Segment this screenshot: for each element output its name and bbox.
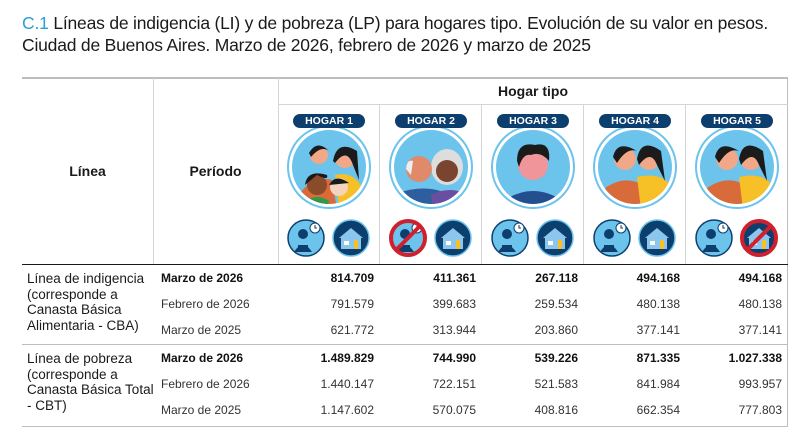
periodo-cell: Marzo de 2025 — [161, 403, 242, 417]
value-cell: 1.147.602 — [320, 403, 374, 417]
data-table: Línea Período Hogar tipo HOGAR 1 HOGAR 2… — [22, 77, 788, 427]
value-cell: 662.354 — [636, 403, 680, 417]
value-cell: 722.151 — [432, 377, 476, 391]
home-owner-icon — [331, 218, 371, 258]
hogar-column-5: HOGAR 5 — [686, 105, 788, 264]
value-cell: 621.772 — [330, 323, 374, 337]
home-owner-icon — [535, 218, 575, 258]
hogar-label: HOGAR 4 — [599, 114, 671, 128]
periodo-cell: Marzo de 2026 — [161, 271, 244, 285]
divider — [22, 78, 788, 79]
value-cell: 494.168 — [636, 271, 680, 285]
value-cell: 399.683 — [432, 297, 476, 311]
value-cell: 814.709 — [330, 271, 374, 285]
table-row: Marzo de 2026 814.709 411.361 267.118 494.16… — [153, 265, 788, 291]
household-couple-icon — [593, 125, 677, 209]
value-cell: 871.335 — [636, 351, 680, 365]
household-elderly-couple-icon — [389, 125, 473, 209]
divider — [22, 264, 788, 265]
value-cell: 539.226 — [534, 351, 578, 365]
header-periodo: Período — [153, 78, 279, 264]
hogar-column-1: HOGAR 1 — [278, 105, 380, 264]
hogar-label: HOGAR 2 — [395, 114, 467, 128]
value-cell: 494.168 — [738, 271, 782, 285]
value-cell: 408.816 — [534, 403, 578, 417]
value-cell: 993.957 — [738, 377, 782, 391]
periodo-cell: Marzo de 2026 — [161, 351, 244, 365]
value-cell: 259.534 — [534, 297, 578, 311]
table-row: Marzo de 2026 1.489.829 744.990 539.226 871.… — [153, 345, 788, 371]
value-cell: 203.860 — [534, 323, 578, 337]
table-row: Marzo de 2025 1.147.602 570.075 408.816 662.… — [153, 397, 788, 423]
value-cell: 377.141 — [738, 323, 782, 337]
value-cell: 1.027.338 — [728, 351, 782, 365]
title-text: Líneas de indigencia (LI) y de pobreza (… — [53, 13, 769, 33]
value-cell: 267.118 — [535, 271, 578, 285]
periodo-cell: Febrero de 2026 — [161, 377, 250, 391]
group-label: Línea de indigencia (corresponde a Canas… — [27, 271, 145, 333]
value-cell: 411.361 — [433, 271, 476, 285]
divider — [22, 344, 788, 345]
hogar-column-4: HOGAR 4 — [584, 105, 686, 264]
employed-icon — [286, 218, 326, 258]
value-cell: 744.990 — [432, 351, 476, 365]
header-linea: Línea — [22, 78, 154, 264]
household-single-man-icon — [491, 125, 575, 209]
hogar-label: HOGAR 5 — [701, 114, 773, 128]
value-cell: 313.944 — [432, 323, 476, 337]
value-cell: 791.579 — [330, 297, 374, 311]
value-cell: 841.984 — [636, 377, 680, 391]
no-home-owner-icon — [739, 218, 779, 258]
chart-title: C.1 Líneas de indigencia (LI) y de pobre… — [22, 12, 768, 56]
household-couple-icon — [695, 125, 779, 209]
value-cell: 480.138 — [636, 297, 680, 311]
hogar-label: HOGAR 3 — [497, 114, 569, 128]
periodo-cell: Febrero de 2026 — [161, 297, 250, 311]
household-family-4-icon — [287, 125, 371, 209]
employed-icon — [592, 218, 632, 258]
value-cell: 570.075 — [432, 403, 476, 417]
value-cell: 1.489.829 — [320, 351, 374, 365]
value-cell: 777.803 — [738, 403, 782, 417]
table-row: Febrero de 2026 1.440.147 722.151 521.583 84… — [153, 371, 788, 397]
hogar-column-3: HOGAR 3 — [482, 105, 584, 264]
hogar-label: HOGAR 1 — [293, 114, 365, 128]
employed-icon — [694, 218, 734, 258]
title-number: C.1 — [22, 13, 49, 33]
hogar-column-2: HOGAR 2 — [380, 105, 482, 264]
group-label: Línea de pobreza (corresponde a Canasta … — [27, 351, 154, 413]
periodo-cell: Marzo de 2025 — [161, 323, 242, 337]
title-subtitle: Ciudad de Buenos Aires. Marzo de 2026, f… — [22, 35, 591, 55]
home-owner-icon — [637, 218, 677, 258]
table-row: Marzo de 2025 621.772 313.944 203.860 377.14… — [153, 317, 788, 343]
value-cell: 1.440.147 — [320, 377, 374, 391]
header-hogar-tipo: Hogar tipo — [278, 78, 788, 105]
employed-icon — [490, 218, 530, 258]
table-row: Febrero de 2026 791.579 399.683 259.534 480.… — [153, 291, 788, 317]
value-cell: 521.583 — [534, 377, 578, 391]
value-cell: 480.138 — [738, 297, 782, 311]
home-owner-icon — [433, 218, 473, 258]
value-cell: 377.141 — [636, 323, 680, 337]
not-employed-icon — [388, 218, 428, 258]
